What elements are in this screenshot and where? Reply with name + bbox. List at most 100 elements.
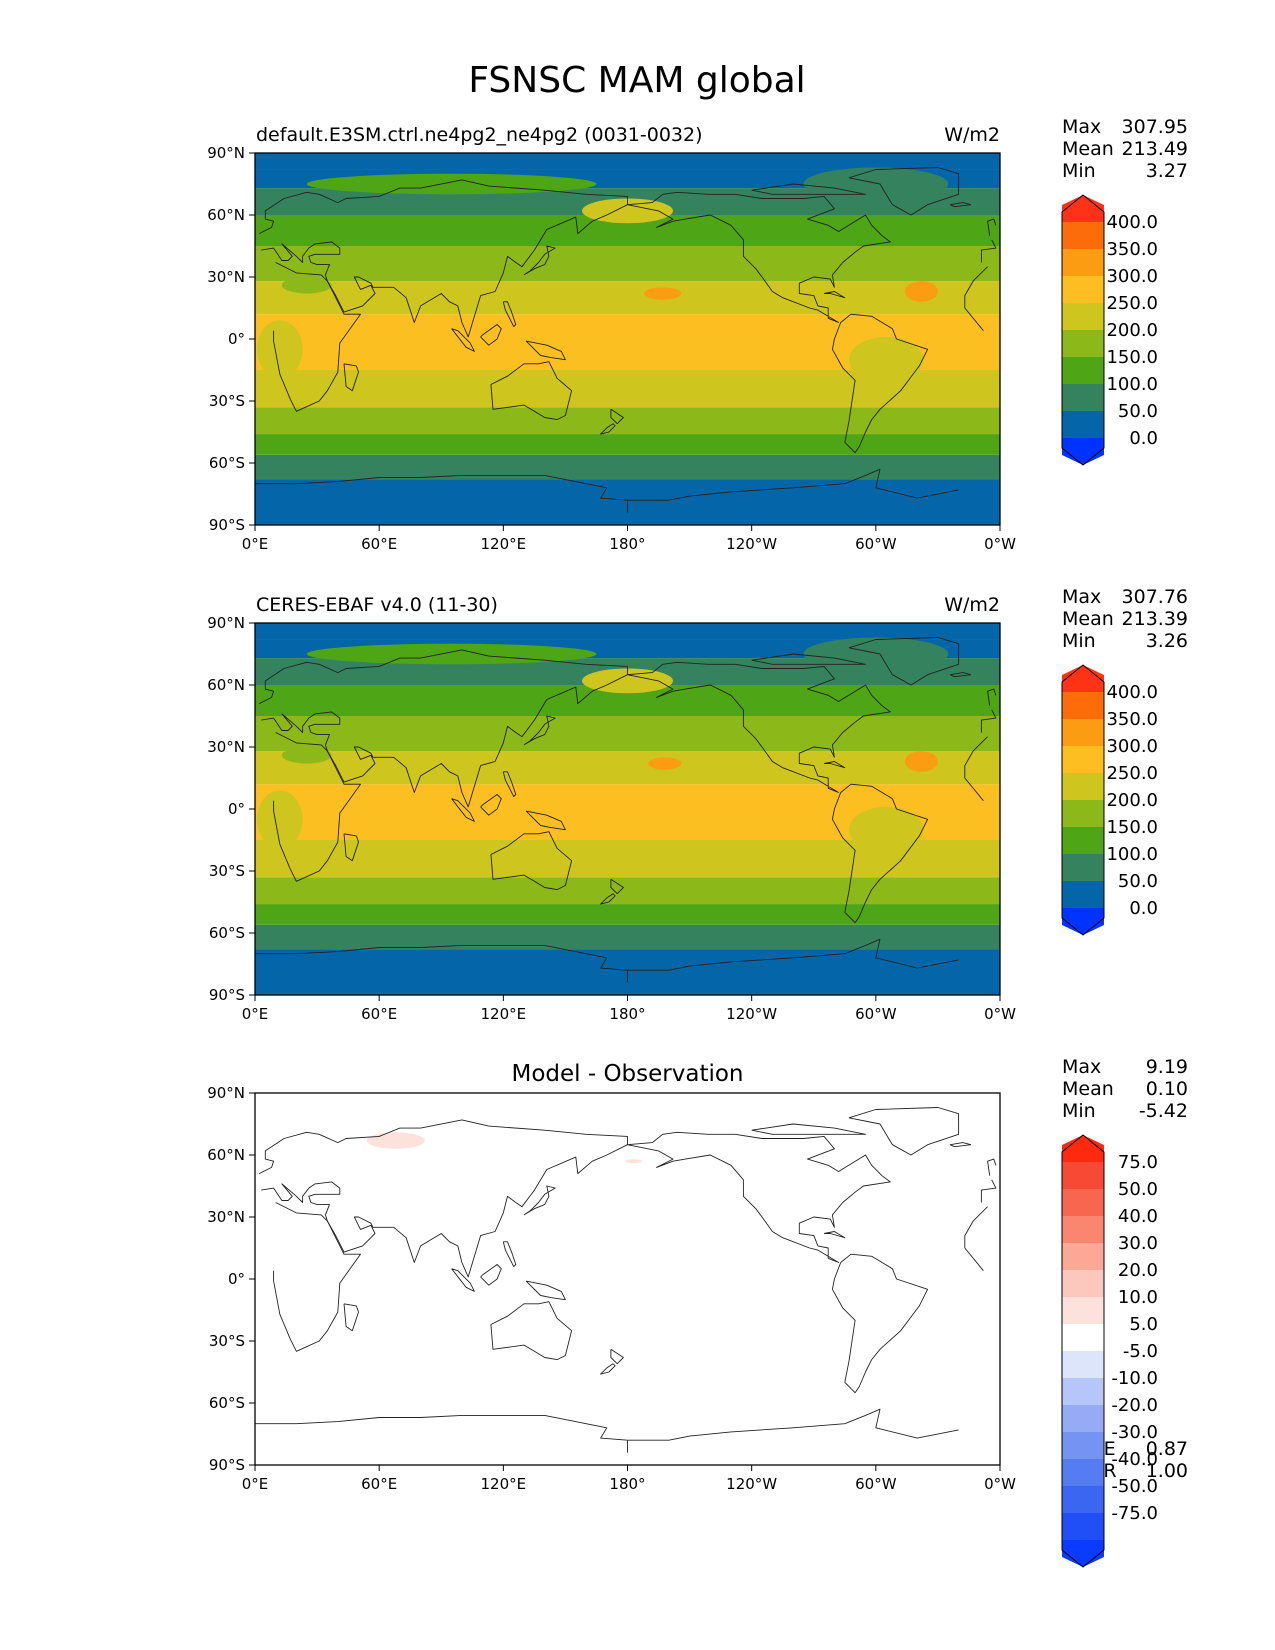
x-tick-label: 60°E — [361, 1005, 397, 1023]
figure-title: FSNSC MAM global — [468, 60, 805, 101]
x-tick-label: 0°E — [242, 1005, 269, 1023]
colorbar: 400.0 350.0 300.0 250.0 200.0 150.0 100.0 50.0 0… — [1061, 194, 1158, 466]
panel-units: W/m2 — [944, 124, 1000, 146]
field-band — [255, 454, 1000, 480]
colorbar-swatch — [1062, 222, 1104, 250]
field-feature — [581, 198, 674, 224]
colorbar-label: 50.0 — [1118, 401, 1158, 422]
field-band — [255, 623, 1000, 640]
field-feature — [281, 277, 332, 294]
coastline — [949, 1142, 972, 1148]
coastline — [480, 1264, 502, 1286]
colorbar-label: 30.0 — [1118, 1233, 1158, 1254]
panel-title: CERES-EBAF v4.0 (11-30) — [256, 594, 498, 616]
colorbar-swatch — [1062, 854, 1104, 882]
field-band — [255, 1221, 1000, 1255]
colorbar-swatch — [1062, 411, 1104, 439]
x-tick-label: 0°E — [242, 1475, 269, 1493]
coastline — [480, 324, 502, 346]
colorbar-swatch — [1062, 1297, 1104, 1325]
colorbar-outline — [1061, 664, 1105, 936]
colorbar-swatch — [1062, 827, 1104, 855]
coastline — [751, 653, 866, 665]
y-tick-label: 90°S — [209, 1456, 245, 1474]
field-band — [255, 751, 1000, 785]
colorbar-swatch — [1062, 800, 1104, 828]
stat-value: 213.39 — [1122, 608, 1188, 630]
coastline — [502, 1241, 517, 1268]
x-tick-label: 120°W — [726, 1475, 777, 1493]
y-tick-label: 90°N — [207, 614, 245, 632]
stat-label: Mean — [1062, 138, 1114, 160]
x-tick-label: 60°W — [855, 535, 897, 553]
colorbar-swatch — [1062, 1540, 1104, 1567]
field-feature — [904, 751, 938, 772]
field-band — [255, 1186, 1000, 1222]
field-band — [255, 1310, 1000, 1348]
colorbar-label: 10.0 — [1118, 1287, 1158, 1308]
colorbar-swatch — [1062, 330, 1104, 358]
stat-label: Min — [1062, 160, 1096, 182]
field-feature — [306, 643, 597, 665]
panel-test: 0°E 60°E 120°E 180° 120°W 60°W 0°W 90°N 60°N 30°N… — [207, 116, 1188, 553]
x-tick-label: 0°W — [984, 535, 1016, 553]
y-tick-label: 60°S — [209, 1394, 245, 1412]
coastline — [525, 1280, 566, 1301]
x-tick-label: 120°W — [726, 1005, 777, 1023]
colorbar-label: -5.0 — [1123, 1341, 1158, 1362]
coastline — [600, 423, 616, 435]
colorbar-swatch — [1062, 1432, 1104, 1460]
y-tick-label: 0° — [228, 800, 245, 818]
colorbar-label: 100.0 — [1106, 374, 1158, 395]
panel-units: W/m2 — [944, 594, 1000, 616]
coastline — [824, 291, 846, 299]
coastline — [949, 202, 972, 208]
field-band — [255, 1394, 1000, 1420]
coastline — [949, 672, 972, 678]
colorbar-label: -20.0 — [1111, 1395, 1158, 1416]
field-band — [255, 1347, 1000, 1375]
colorbar-label: -50.0 — [1111, 1476, 1158, 1497]
field-feature — [848, 806, 924, 853]
field-band — [255, 716, 1000, 752]
x-tick-label: 120°E — [481, 535, 527, 553]
field-feature — [848, 336, 924, 383]
field-feature — [644, 287, 682, 300]
y-tick-label: 0° — [228, 1270, 245, 1288]
field-feature — [257, 790, 303, 849]
coastline — [824, 761, 846, 769]
colorbar-swatch — [1062, 1216, 1104, 1244]
colorbar-swatch — [1062, 303, 1104, 331]
coastline — [848, 167, 960, 216]
x-tick-label: 120°E — [481, 1475, 527, 1493]
coastline — [627, 1131, 891, 1263]
coastline — [751, 1123, 866, 1135]
y-tick-label: 90°N — [207, 1084, 245, 1102]
colorbar-label: 350.0 — [1106, 709, 1158, 730]
colorbar-label: -40.0 — [1111, 1449, 1158, 1470]
coastline — [627, 661, 891, 793]
coastline — [490, 1301, 573, 1361]
coastline — [610, 878, 624, 895]
coastline — [343, 363, 359, 392]
coastline — [610, 408, 624, 425]
coastline — [258, 1119, 997, 1278]
coastline — [451, 328, 475, 352]
colorbar-label: 300.0 — [1106, 266, 1158, 287]
colorbar-swatch — [1062, 1243, 1104, 1271]
coastlines — [255, 1107, 997, 1453]
colorbar-swatch — [1062, 438, 1104, 465]
x-tick-label: 60°E — [361, 535, 397, 553]
y-tick-label: 60°S — [209, 924, 245, 942]
coastline — [523, 1185, 556, 1216]
colorbar-swatch — [1062, 1270, 1104, 1298]
colorbar-swatch — [1062, 195, 1104, 222]
y-tick-label: 90°S — [209, 516, 245, 534]
colorbar-label: -30.0 — [1111, 1422, 1158, 1443]
colorbar-swatch — [1062, 1135, 1104, 1162]
coastline — [502, 301, 517, 328]
coastline — [525, 340, 566, 361]
x-tick-label: 60°W — [855, 1005, 897, 1023]
field-band — [255, 877, 1000, 905]
colorbar-swatch — [1062, 773, 1104, 801]
